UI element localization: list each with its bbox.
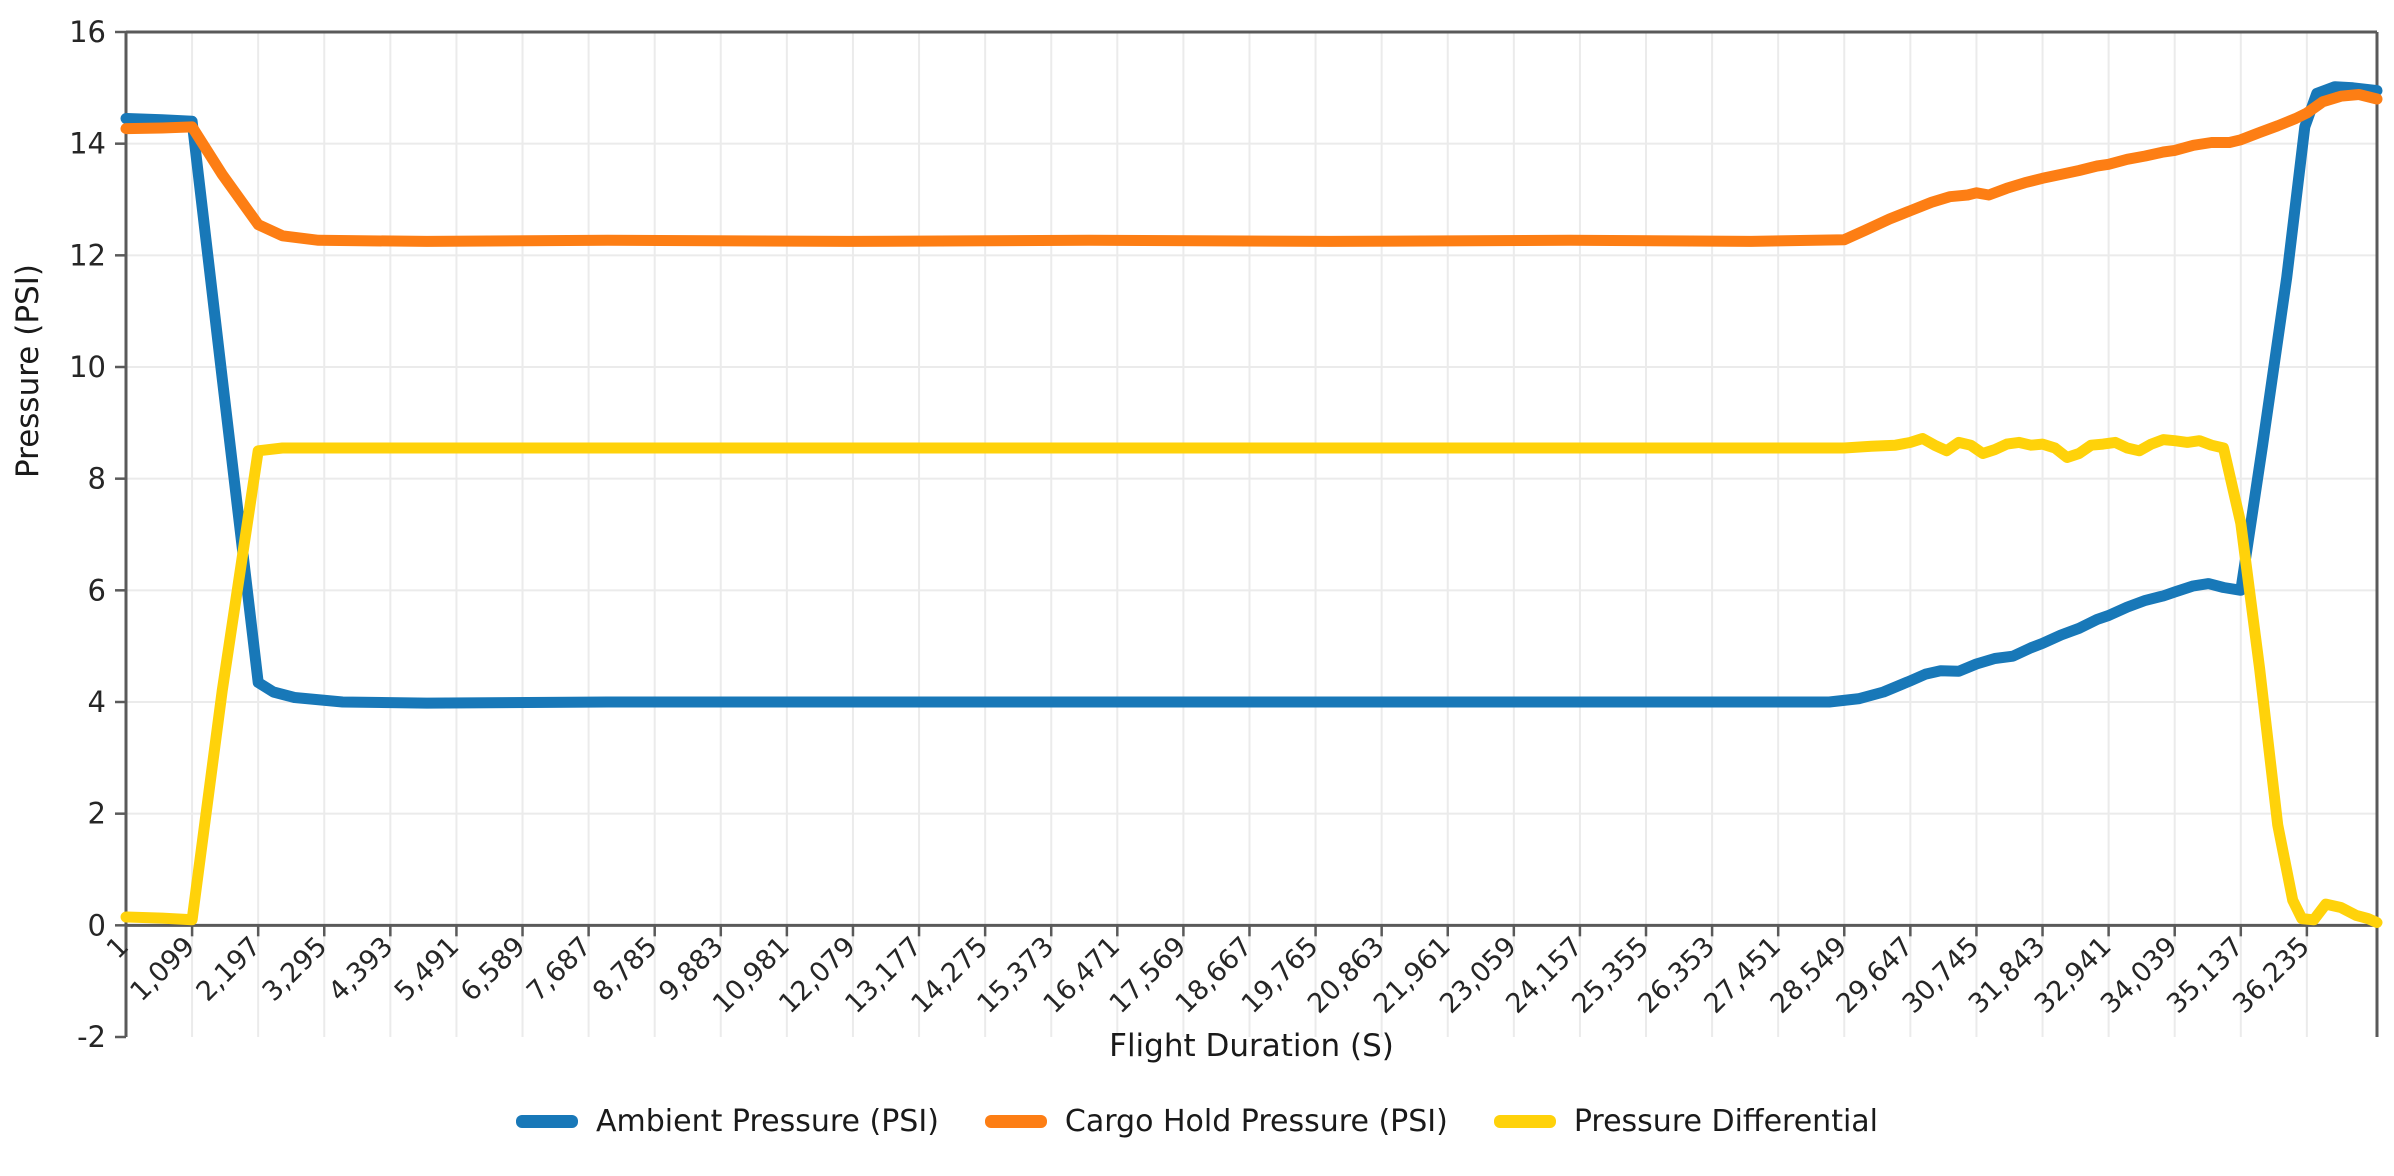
ambient-series-swatch-icon	[515, 1115, 578, 1128]
legend-entry-ambient: Ambient Pressure (PSI)	[515, 1104, 939, 1139]
y-tick-label: 16	[69, 15, 106, 49]
legend-entry-differential: Pressure Differential	[1493, 1104, 1879, 1139]
x-tick-label: 1,099	[124, 931, 201, 1008]
y-tick-label: 12	[69, 238, 106, 272]
x-tick-label: 3,295	[257, 931, 334, 1008]
legend-entry-cargo: Cargo Hold Pressure (PSI)	[984, 1104, 1448, 1139]
x-tick-label: 7,687	[521, 931, 598, 1008]
differential-series-swatch-icon	[1493, 1115, 1556, 1128]
legend-label-cargo: Cargo Hold Pressure (PSI)	[1064, 1104, 1448, 1139]
y-tick-label: -2	[77, 1020, 106, 1054]
series-line-ambient	[120, 81, 2383, 709]
y-tick-label: 8	[88, 462, 106, 496]
x-tick-label: 5,491	[389, 931, 466, 1008]
x-tick-label: 8,785	[587, 931, 664, 1008]
legend-label-ambient: Ambient Pressure (PSI)	[595, 1104, 939, 1139]
y-tick-label: 0	[88, 908, 106, 942]
x-tick-label: 4,393	[323, 931, 400, 1008]
x-axis-title: Flight Duration (S)	[1109, 1028, 1394, 1064]
y-tick-label: 4	[88, 685, 106, 719]
y-tick-label: 2	[88, 797, 106, 831]
y-tick-label: 10	[69, 350, 106, 384]
legend: Ambient Pressure (PSI) Cargo Hold Pressu…	[0, 1104, 2394, 1139]
legend-label-differential: Pressure Differential	[1573, 1104, 1879, 1139]
cargo-series-swatch-icon	[984, 1115, 1047, 1128]
series-line-cargo	[120, 89, 2383, 247]
y-tick-label: 6	[88, 573, 106, 607]
x-tick-label: 6,589	[455, 931, 532, 1008]
y-tick-label: 14	[69, 127, 106, 161]
series-line-differential	[120, 433, 2383, 928]
x-tick-label: 2,197	[191, 931, 268, 1008]
